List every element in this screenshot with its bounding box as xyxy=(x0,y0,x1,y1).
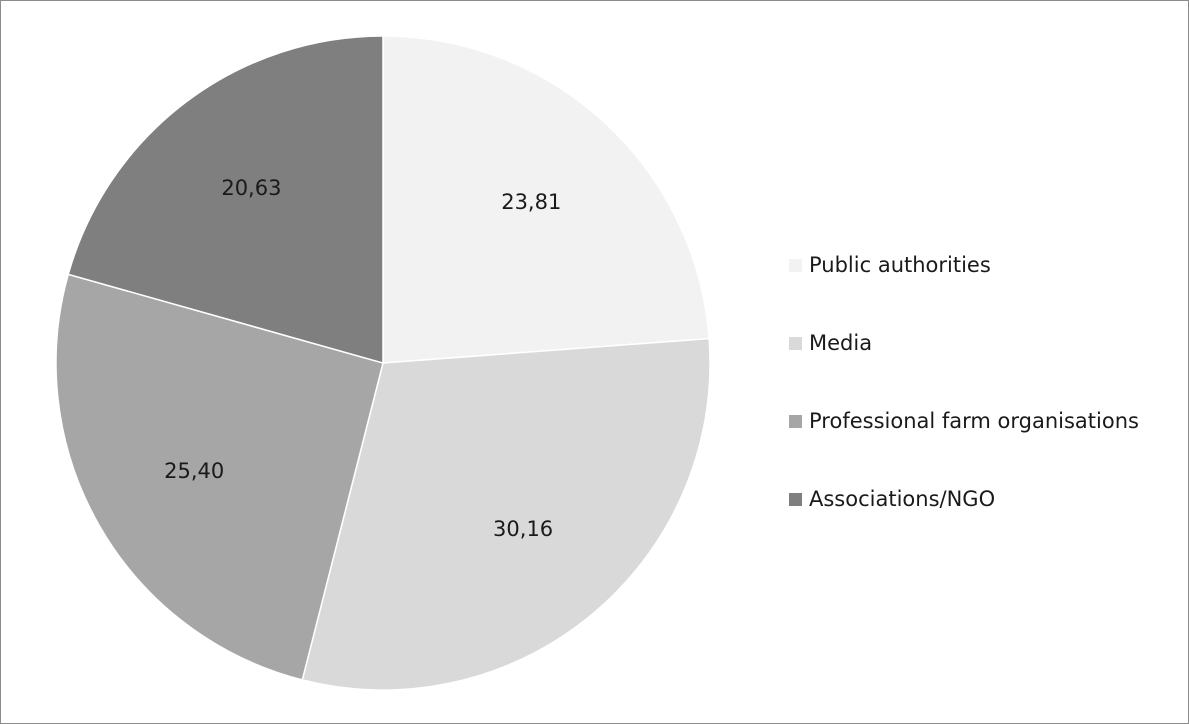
legend-label-professional-farm-organisations: Professional farm organisations xyxy=(809,409,1139,433)
legend-item-professional-farm-organisations: Professional farm organisations xyxy=(789,404,1139,438)
legend-label-public-authorities: Public authorities xyxy=(809,253,991,277)
legend-item-media: Media xyxy=(789,326,872,360)
pie-slice-media xyxy=(301,337,711,691)
legend-swatch-media xyxy=(789,336,802,350)
legend-swatch-public-authorities xyxy=(789,258,802,272)
legend-item-public-authorities: Public authorities xyxy=(789,248,991,282)
legend-label-associations-ngo: Associations/NGO xyxy=(809,487,996,511)
pie-slice-public-authorities xyxy=(382,35,710,364)
data-label-media: 30,16 xyxy=(493,517,553,541)
legend-swatch-professional-farm-organisations xyxy=(789,414,802,428)
legend-swatch-associations-ngo xyxy=(789,492,802,506)
legend-item-associations-ngo: Associations/NGO xyxy=(789,482,995,516)
data-label-public-authorities: 23,81 xyxy=(501,190,561,214)
pie-slice-professional-farm-organisations xyxy=(55,273,384,681)
legend-label-media: Media xyxy=(809,331,873,355)
pie-slice-associations-ngo xyxy=(67,35,384,364)
data-label-professional-farm-organisations: 25,40 xyxy=(164,459,224,483)
data-label-associations-ngo: 20,63 xyxy=(221,176,281,200)
